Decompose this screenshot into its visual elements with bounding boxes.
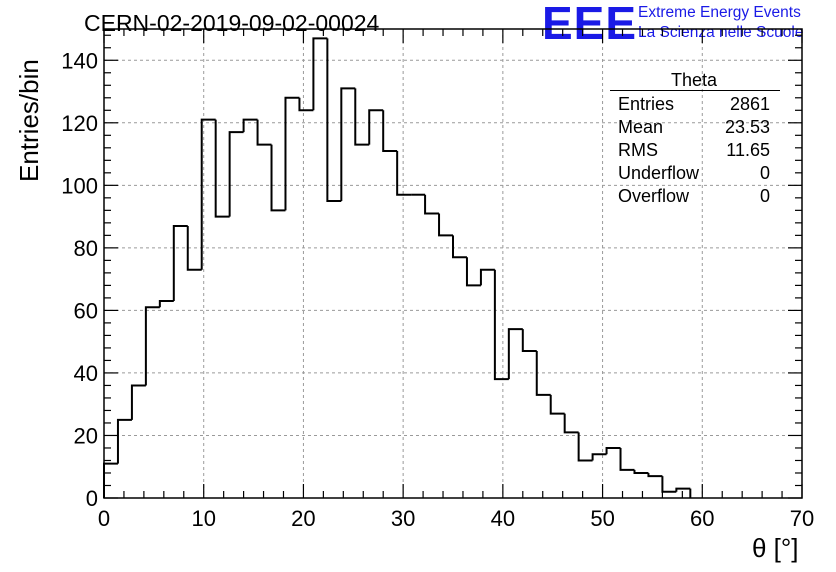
x-axis-label: θ [°] xyxy=(752,533,799,563)
histogram-bin xyxy=(661,476,677,493)
histogram-bin xyxy=(465,257,481,287)
histogram-bin xyxy=(158,300,174,308)
stats-label: RMS xyxy=(618,140,658,160)
stats-value: 0 xyxy=(759,186,770,206)
x-tick-label: 60 xyxy=(690,506,714,531)
histogram-bin xyxy=(354,88,370,146)
histogram-bin xyxy=(256,119,272,146)
histogram-bin xyxy=(144,306,160,386)
x-tick-label: 10 xyxy=(191,506,215,531)
histogram-bin xyxy=(368,109,384,145)
histogram-bin xyxy=(186,225,202,271)
stats-row-mean: Mean 23.53 xyxy=(608,116,780,139)
histogram-bin xyxy=(605,446,621,455)
axis-ticks xyxy=(103,29,803,499)
histogram-bin xyxy=(312,37,328,111)
x-tick-label: 70 xyxy=(790,506,814,531)
stats-row-underflow: Underflow 0 xyxy=(608,162,780,185)
histogram-bin xyxy=(242,118,258,133)
histogram-bin xyxy=(452,235,467,259)
plot-border xyxy=(103,28,803,499)
grid-lines xyxy=(104,29,802,498)
histogram-bin xyxy=(298,97,314,112)
stats-label: Underflow xyxy=(618,163,700,183)
y-tick-label: 60 xyxy=(74,298,98,323)
chart-title: CERN-02-2019-09-02-00024 xyxy=(84,10,380,36)
stats-label: Overflow xyxy=(618,186,690,206)
y-tick-label: 40 xyxy=(74,361,98,386)
y-tick-label: 140 xyxy=(61,48,98,73)
histogram-bin xyxy=(340,87,356,201)
histogram-bin xyxy=(633,469,649,474)
tick-labels: 0 10 20 30 40 50 60 70 0 20 40 60 80 100 120 140 xyxy=(61,48,814,531)
stats-row-overflow: Overflow 0 xyxy=(608,185,780,208)
x-tick-label: 20 xyxy=(291,506,315,531)
stats-box: Theta Entries 2861 Mean 23.53 RMS 11.65 Und… xyxy=(608,70,780,208)
histogram-bin xyxy=(396,150,412,196)
histogram-bin xyxy=(479,268,495,286)
stats-title: Theta xyxy=(670,70,718,90)
y-tick-label: 100 xyxy=(61,173,98,198)
stats-value: 0 xyxy=(759,163,770,183)
histogram-bin xyxy=(675,487,691,492)
logo-tagline-1: Extreme Energy Events xyxy=(638,4,801,21)
stats-value: 11.65 xyxy=(726,140,770,160)
y-tick-label: 20 xyxy=(74,423,98,448)
stats-label: Mean xyxy=(618,117,664,137)
histogram-series xyxy=(103,37,692,498)
x-tick-label: 50 xyxy=(590,506,614,531)
histogram-bin xyxy=(382,110,398,152)
histogram-bin xyxy=(130,384,146,420)
histogram-bin xyxy=(326,38,342,202)
histogram-bin xyxy=(116,418,132,464)
plot-frame xyxy=(103,28,803,499)
histogram-bin xyxy=(535,351,551,396)
histogram-bin xyxy=(619,447,635,471)
histogram-bin xyxy=(591,453,607,461)
x-tick-label: 40 xyxy=(491,506,515,531)
histogram-bin xyxy=(228,131,244,217)
histogram-bin xyxy=(521,329,537,353)
histogram-bin xyxy=(424,194,440,215)
histogram-bin xyxy=(493,269,509,381)
x-tick-label: 0 xyxy=(98,506,110,531)
y-tick-label: 80 xyxy=(74,236,98,261)
histogram-bin xyxy=(577,432,593,462)
histogram-bin xyxy=(647,472,663,478)
stats-value: 23.53 xyxy=(724,117,770,137)
y-tick-label: 0 xyxy=(86,486,98,511)
histogram-bin xyxy=(284,96,300,211)
histogram-bin xyxy=(214,119,230,218)
x-tick-label: 30 xyxy=(391,506,415,531)
stats-row-entries: Entries 2861 xyxy=(608,93,780,116)
histogram-bin xyxy=(270,144,286,212)
histogram-bin xyxy=(438,213,453,237)
histogram-bin xyxy=(103,462,118,498)
stats-label: Entries xyxy=(618,94,675,114)
histogram-bin xyxy=(172,224,188,302)
stats-divider xyxy=(610,90,780,91)
histogram-bin xyxy=(549,394,565,415)
stats-row-rms: RMS 11.65 xyxy=(608,139,780,162)
y-tick-label: 120 xyxy=(61,111,98,136)
stats-value: 2861 xyxy=(729,94,770,114)
histogram-bin xyxy=(200,118,216,270)
eee-logo: EEE xyxy=(542,0,638,49)
histogram-bin xyxy=(563,413,579,434)
histogram-bin xyxy=(507,328,523,380)
